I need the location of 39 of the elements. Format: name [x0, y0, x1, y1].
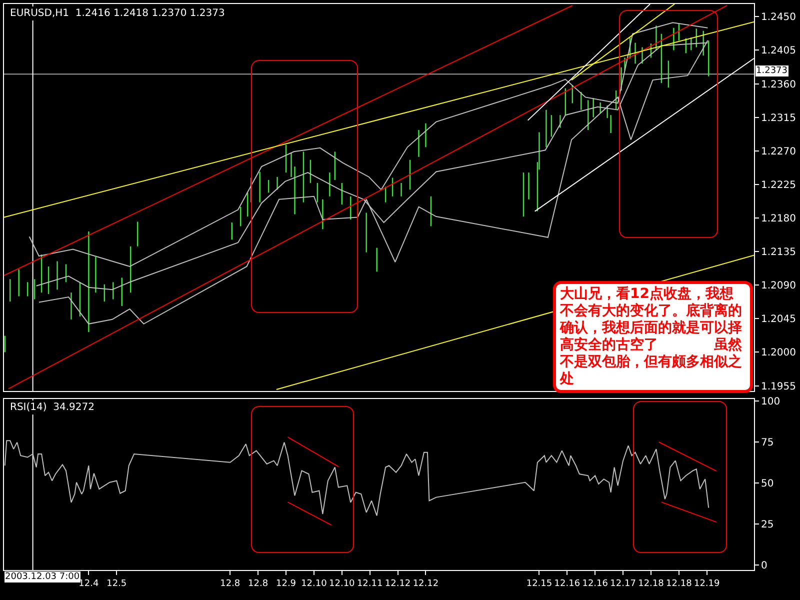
x-tick-label: 12.15 [526, 578, 552, 589]
x-tick-label: 12.18 [666, 578, 692, 589]
x-tick-label: 12.8 [248, 578, 268, 589]
y-tick-label: 1.2270 [761, 146, 796, 158]
ref-line-label: 2003.12.03 7:00 [5, 572, 80, 582]
x-tick-label: 12.17 [610, 578, 636, 589]
x-tick-label: 12.12 [384, 578, 411, 589]
y-tick-label: 1.2135 [761, 247, 796, 258]
x-tick-label: 12.9 [276, 578, 296, 589]
chart-title: EURUSD,H1 1.2416 1.2418 1.2370 1.2373 [10, 8, 225, 19]
x-tick-label: 12.10 [329, 578, 356, 589]
y-tick-label: 1.2405 [761, 46, 796, 57]
y-tick-label: 1.2000 [761, 348, 796, 359]
y-tick-label: 1.2450 [761, 12, 796, 24]
y-tick-label: 1.2090 [761, 280, 796, 292]
y-tick-label: 25 [761, 520, 774, 531]
x-tick-label: 12.19 [694, 578, 720, 589]
chart-title: RSI(14) 34.9272 [10, 402, 94, 413]
y-tick-label: 75 [761, 438, 774, 448]
x-tick-label: 12.16 [554, 578, 580, 589]
y-tick-label: 1.2315 [761, 112, 796, 124]
x-tick-label: 12.10 [301, 578, 328, 589]
y-tick-label: 1.2045 [761, 314, 796, 326]
x-tick-label: 12.12 [412, 578, 439, 589]
x-tick-label: 12.8 [220, 578, 240, 589]
x-tick-label: 12.11 [356, 578, 383, 589]
ref-line-label: 1.2373 [756, 66, 788, 76]
y-tick-label: 100 [761, 396, 780, 408]
y-tick-label: 1.1955 [761, 381, 796, 392]
x-tick-label: 12.16 [582, 578, 608, 589]
y-tick-label: 1.2180 [761, 214, 796, 225]
y-tick-label: 50 [761, 478, 774, 490]
x-tick-label: 12.18 [638, 578, 664, 589]
y-tick-label: 1.2360 [761, 79, 796, 90]
annotation: 大山兄，看12点收盘，我想不会有大的变化了。底背离的确认，我想后面的就是可以择高安全的古空了 虽然不是双包胎，但有颇多相似之处 [553, 281, 753, 393]
y-tick-label: 1.2225 [761, 180, 796, 191]
y-tick-label: 0 [761, 560, 768, 572]
x-tick-label: 12.5 [106, 578, 127, 589]
x-tick-label: 12.4 [78, 578, 99, 589]
